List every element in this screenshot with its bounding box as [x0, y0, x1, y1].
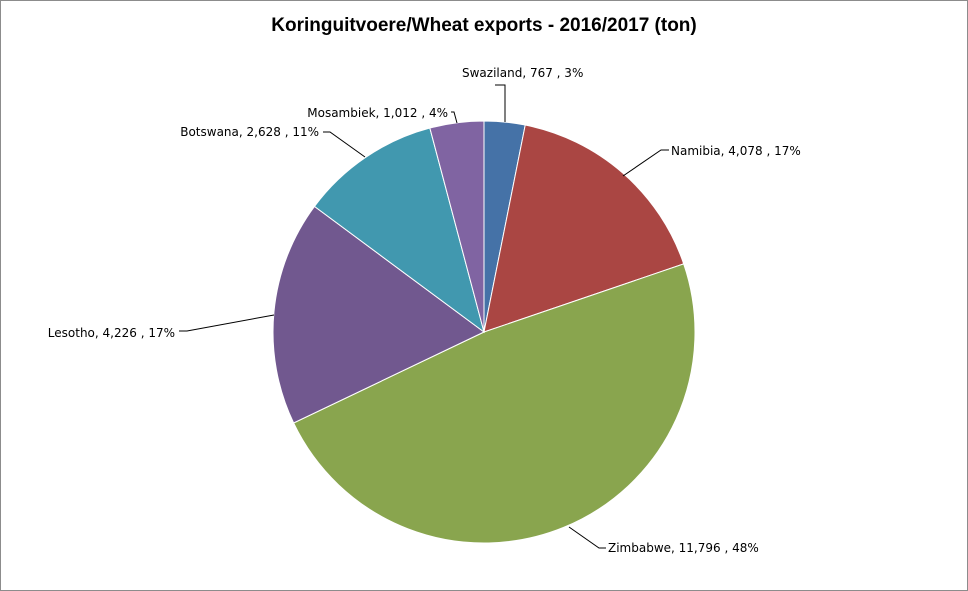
data-label-swaziland: Swaziland, 767 , 3% [462, 66, 583, 80]
data-label-botswana: Botswana, 2,628 , 11% [180, 125, 319, 139]
pie-slice-lesotho [272, 205, 485, 424]
leader-line-namibia [622, 149, 669, 177]
leader-line-zimbabwe [568, 526, 606, 549]
data-label-namibia: Namibia, 4,078 , 17% [671, 144, 801, 158]
pie-slice-botswana [313, 127, 485, 334]
chart-title: Koringuitvoere/Wheat exports - 2016/2017… [271, 15, 697, 36]
data-label-lesotho: Lesotho, 4,226 , 17% [48, 326, 175, 340]
pie-slice-zimbabwe [292, 263, 696, 544]
pie-slice-namibia [483, 124, 685, 333]
data-label-zimbabwe: Zimbabwe, 11,796 , 48% [608, 541, 759, 555]
leader-line-mosambiek [451, 111, 458, 124]
data-label-mosambiek: Mosambiek, 1,012 , 4% [307, 106, 448, 120]
leader-line-swaziland [495, 84, 506, 122]
leader-line-botswana [323, 131, 366, 158]
leader-line-lesotho [179, 314, 275, 332]
